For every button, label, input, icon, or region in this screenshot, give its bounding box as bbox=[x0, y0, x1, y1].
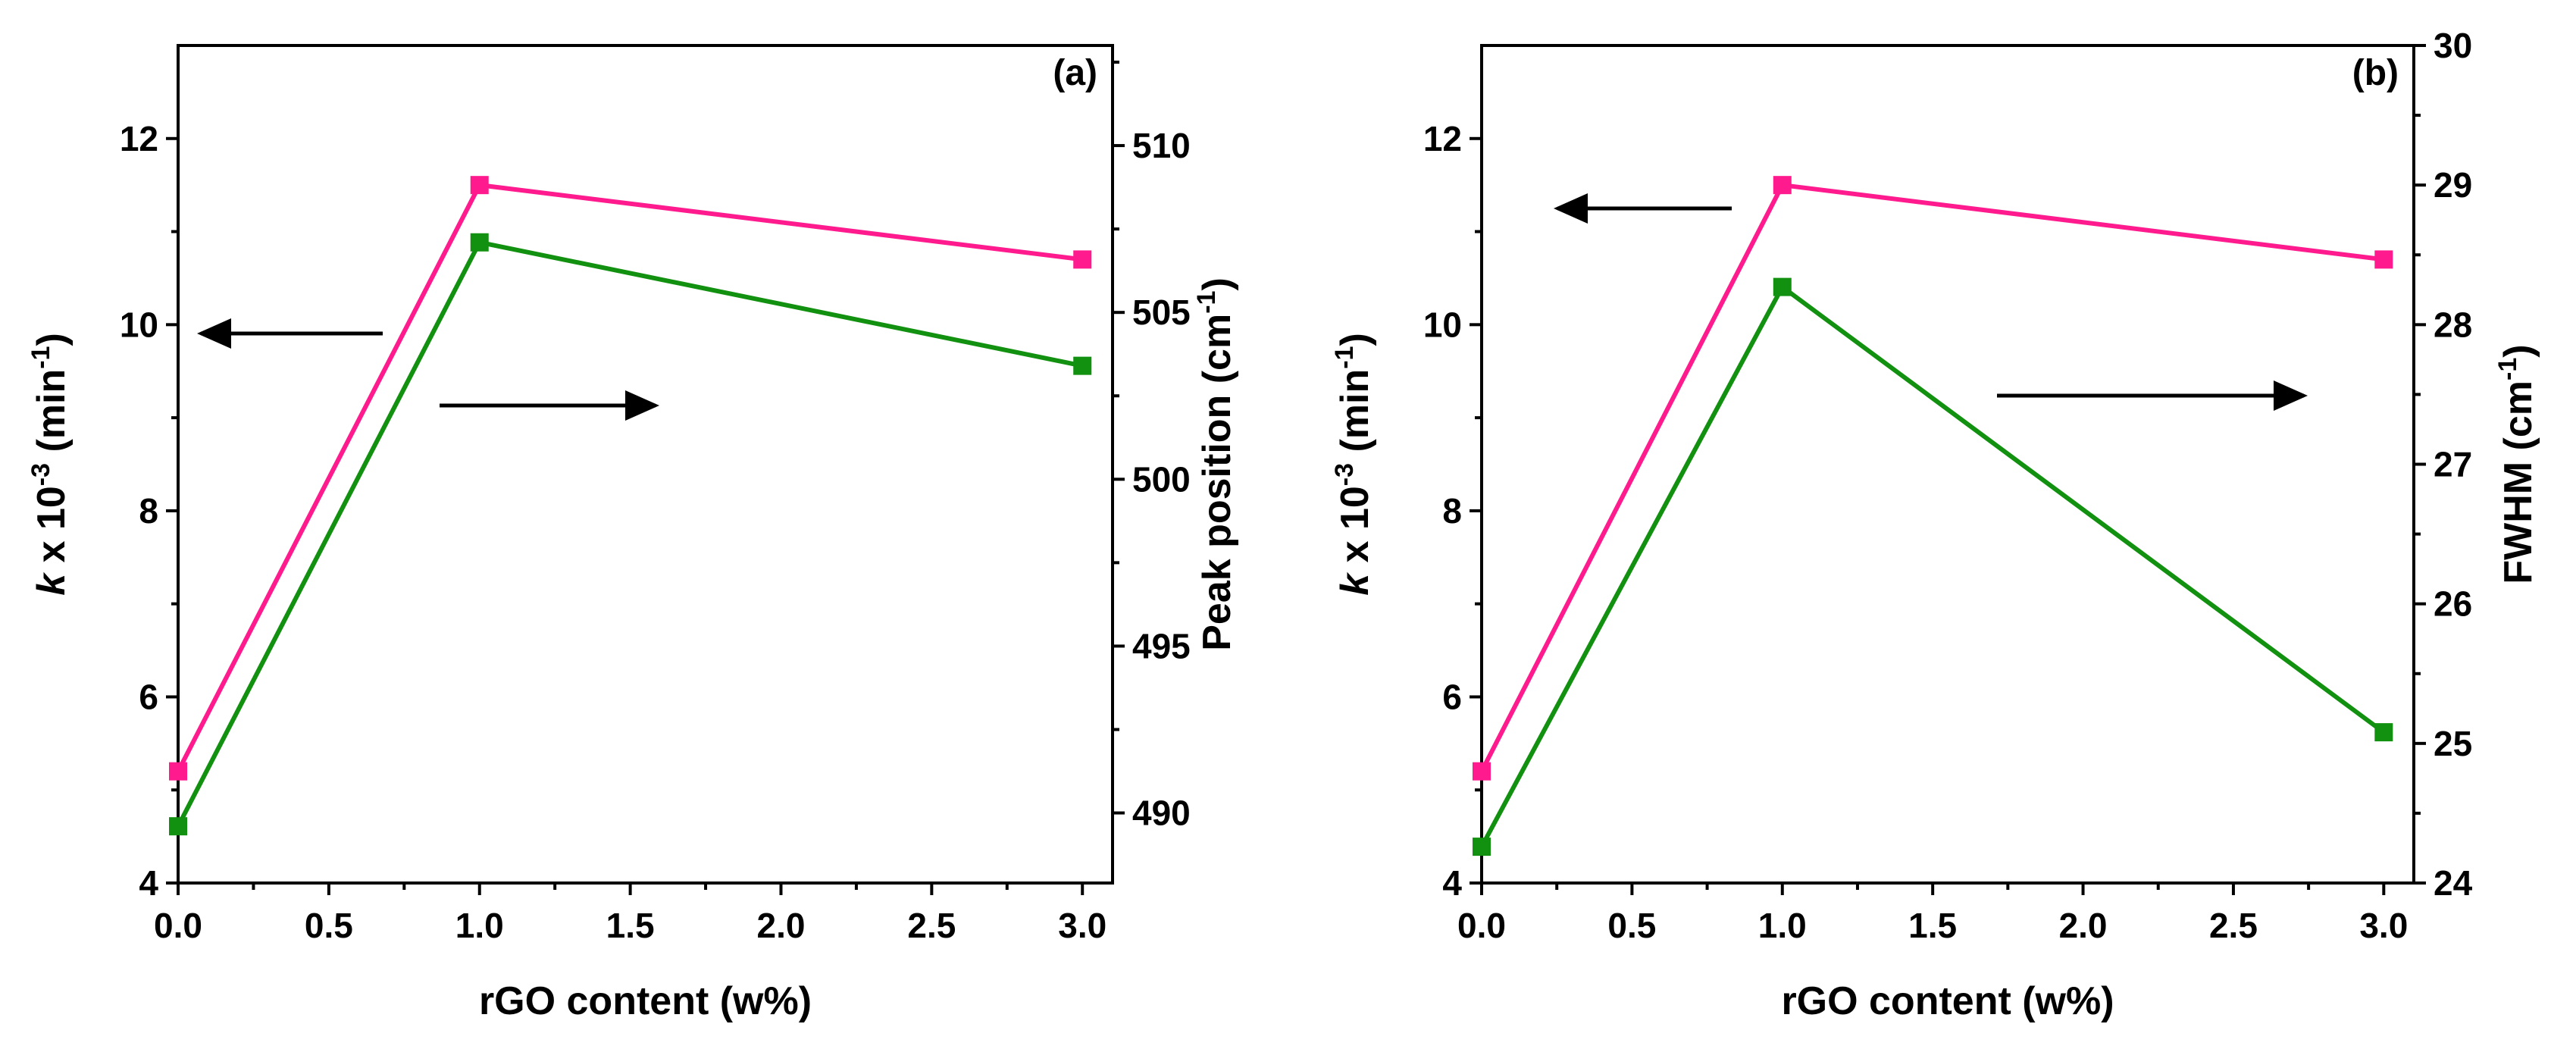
data-point bbox=[2374, 250, 2393, 269]
y-left-tick-label: 12 bbox=[120, 119, 158, 158]
y-right-title-close: ) bbox=[2496, 344, 2540, 357]
data-point bbox=[1773, 176, 1792, 195]
y-left-title-exp: -3 bbox=[1330, 463, 1359, 486]
y-left-tick-label: 8 bbox=[1442, 491, 1462, 531]
y-right-tick-label: 505 bbox=[1132, 293, 1191, 332]
x-axis-title: rGO content (w%) bbox=[479, 979, 812, 1023]
panel-a: 0.0 0.5 1.0 1.5 2.0 2.5 3.0 4 6 8 10 12 490 495 500 505… bbox=[27, 44, 1239, 1023]
x-axis-title: rGO content (w%) bbox=[1781, 979, 2114, 1023]
plot-frame bbox=[1480, 44, 2415, 885]
panel-b: 0.0 0.5 1.0 1.5 2.0 2.5 3.0 4 6 8 10 12 24 25 26 27 28 29… bbox=[1330, 26, 2540, 1023]
y-right-tick-label: 500 bbox=[1132, 459, 1191, 499]
series-line-k bbox=[1479, 183, 2384, 773]
data-point bbox=[1473, 762, 1491, 781]
y-left-title-unit: (min bbox=[1333, 369, 1377, 463]
y-right-tick-label: 29 bbox=[2434, 165, 2472, 205]
y-right-tick-label: 27 bbox=[2434, 445, 2472, 484]
x-tick-label: 1.0 bbox=[1758, 906, 1807, 945]
data-point bbox=[1473, 838, 1491, 856]
x-tick-label: 2.0 bbox=[757, 906, 806, 945]
y-left-title-close: ) bbox=[1333, 333, 1377, 346]
y-left-tick-label: 12 bbox=[1423, 119, 1462, 158]
series-line-peak-position bbox=[176, 240, 1083, 828]
x-tick-label: 2.5 bbox=[907, 906, 956, 945]
y-left-title-unit: (min bbox=[30, 369, 74, 463]
y-right-tick-label: 510 bbox=[1132, 126, 1191, 165]
y-right-tick-label: 25 bbox=[2434, 724, 2472, 763]
data-point bbox=[470, 176, 489, 195]
y-left-tick-label: 6 bbox=[139, 677, 158, 716]
y-left-tick-label: 8 bbox=[139, 491, 158, 531]
x-tick-label: 1.5 bbox=[1908, 906, 1957, 945]
y-left-axis-title: k x 10-3 (min-1) bbox=[27, 333, 74, 596]
x-tick-label: 1.5 bbox=[606, 906, 655, 945]
y-right-tick-label: 495 bbox=[1132, 626, 1191, 665]
y-left-title-unit-exp: -1 bbox=[27, 346, 55, 369]
x-tick-label: 0.5 bbox=[305, 906, 353, 945]
data-point bbox=[1073, 250, 1092, 269]
y-left-title-mult: x 10 bbox=[30, 486, 74, 574]
x-tick-label: 3.0 bbox=[2359, 906, 2408, 945]
y-right-title-text: FWHM (cm bbox=[2496, 380, 2540, 584]
y-left-title-close: ) bbox=[30, 333, 74, 346]
x-tick-label: 1.0 bbox=[455, 906, 504, 945]
x-tick-label: 0.5 bbox=[1607, 906, 1656, 945]
y-left-title-var: k bbox=[30, 571, 74, 596]
y-right-title-close: ) bbox=[1195, 277, 1239, 290]
y-left-title-exp: -3 bbox=[27, 463, 55, 486]
x-tick-label: 2.5 bbox=[2209, 906, 2258, 945]
y-right-tick-label: 490 bbox=[1132, 794, 1191, 833]
data-point bbox=[2374, 723, 2393, 742]
y-right-title-text: Peak position (cm bbox=[1195, 314, 1239, 651]
y-right-tick-label: 24 bbox=[2434, 863, 2473, 903]
y-right-tick-label: 26 bbox=[2434, 584, 2472, 624]
x-tick-label: 0.0 bbox=[1457, 906, 1506, 945]
data-point bbox=[1773, 277, 1792, 296]
y-left-tick-label: 4 bbox=[1442, 863, 1462, 903]
y-left-title-mult: x 10 bbox=[1333, 486, 1377, 574]
panel-label: (b) bbox=[2352, 53, 2399, 93]
y-right-axis-title: FWHM (cm-1) bbox=[2493, 344, 2540, 584]
y-left-axis-title: k x 10-3 (min-1) bbox=[1330, 333, 1377, 596]
y-left-tick-label: 6 bbox=[1442, 677, 1462, 716]
x-tick-label: 2.0 bbox=[2059, 906, 2108, 945]
data-point bbox=[169, 817, 187, 836]
x-tick-label: 0.0 bbox=[154, 906, 202, 945]
y-left-title-var: k bbox=[1333, 571, 1377, 596]
y-left-title-unit-exp: -1 bbox=[1330, 346, 1359, 369]
y-right-tick-label: 28 bbox=[2434, 305, 2472, 344]
x-tick-label: 3.0 bbox=[1058, 906, 1106, 945]
series-line-fwhm bbox=[1479, 284, 2386, 848]
data-point bbox=[470, 233, 489, 252]
panel-label: (a) bbox=[1053, 53, 1097, 93]
y-right-title-exp: -1 bbox=[2493, 358, 2522, 380]
y-left-tick-label: 10 bbox=[120, 305, 158, 344]
y-right-tick-label: 30 bbox=[2434, 26, 2472, 65]
data-point bbox=[1073, 356, 1092, 375]
y-left-tick-label: 4 bbox=[139, 863, 158, 903]
y-right-axis-title: Peak position (cm-1) bbox=[1192, 277, 1239, 651]
y-right-title-exp: -1 bbox=[1192, 291, 1221, 314]
plot-frame bbox=[177, 44, 1114, 885]
data-point bbox=[169, 762, 187, 781]
y-left-tick-label: 10 bbox=[1423, 305, 1462, 344]
